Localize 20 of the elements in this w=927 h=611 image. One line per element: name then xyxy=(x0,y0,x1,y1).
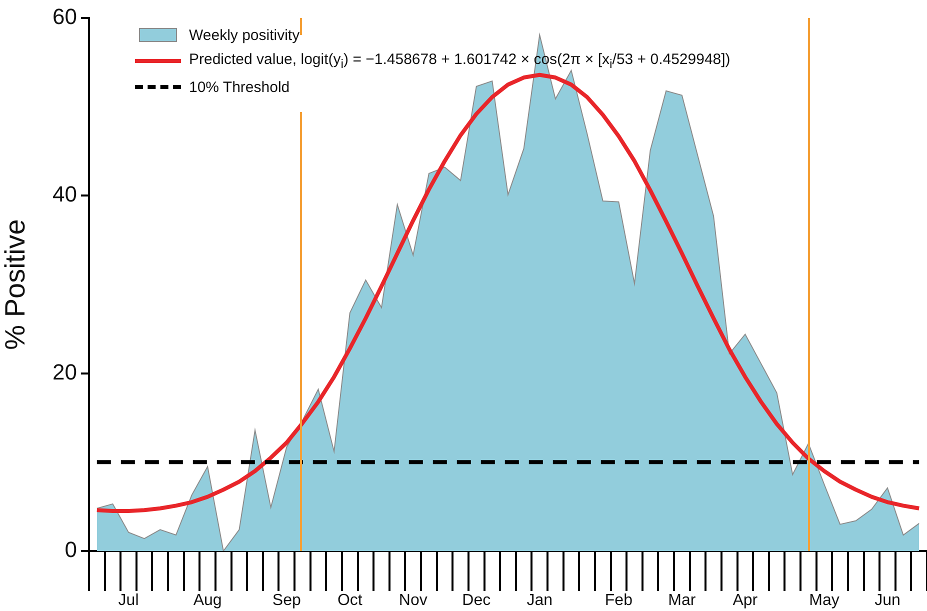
x-tick-label: Jun xyxy=(874,592,900,610)
x-tick-label: Oct xyxy=(337,592,363,610)
x-tick-label: Aug xyxy=(193,592,222,610)
legend-label: Predicted value, logit(y$_{i}$) = −1.458678 + 1.601742 × cos(2π × [x$_{i}$/53 + 0.4529948]) xyxy=(188,51,732,71)
x-tick-label: Mar xyxy=(668,592,696,610)
y-tick-label: 20 xyxy=(52,359,77,384)
legend-label: 10% Threshold xyxy=(188,78,291,96)
y-tick-label: 0 xyxy=(64,537,77,562)
legend-label: Weekly positivity xyxy=(188,26,301,44)
x-tick-label: Jul xyxy=(118,592,139,610)
y-axis-title: % Positive xyxy=(0,219,31,350)
x-tick-label: Apr xyxy=(732,592,758,610)
x-tick-label: Sep xyxy=(272,592,301,610)
x-tick-label: May xyxy=(809,592,840,610)
x-tick-label: Nov xyxy=(398,592,428,610)
y-tick-label: 40 xyxy=(52,182,77,207)
x-tick-label: Jan xyxy=(526,592,553,610)
y-tick-label: 60 xyxy=(52,4,77,30)
x-tick-label: Feb xyxy=(604,592,633,610)
x-tick-label: Dec xyxy=(462,592,491,610)
